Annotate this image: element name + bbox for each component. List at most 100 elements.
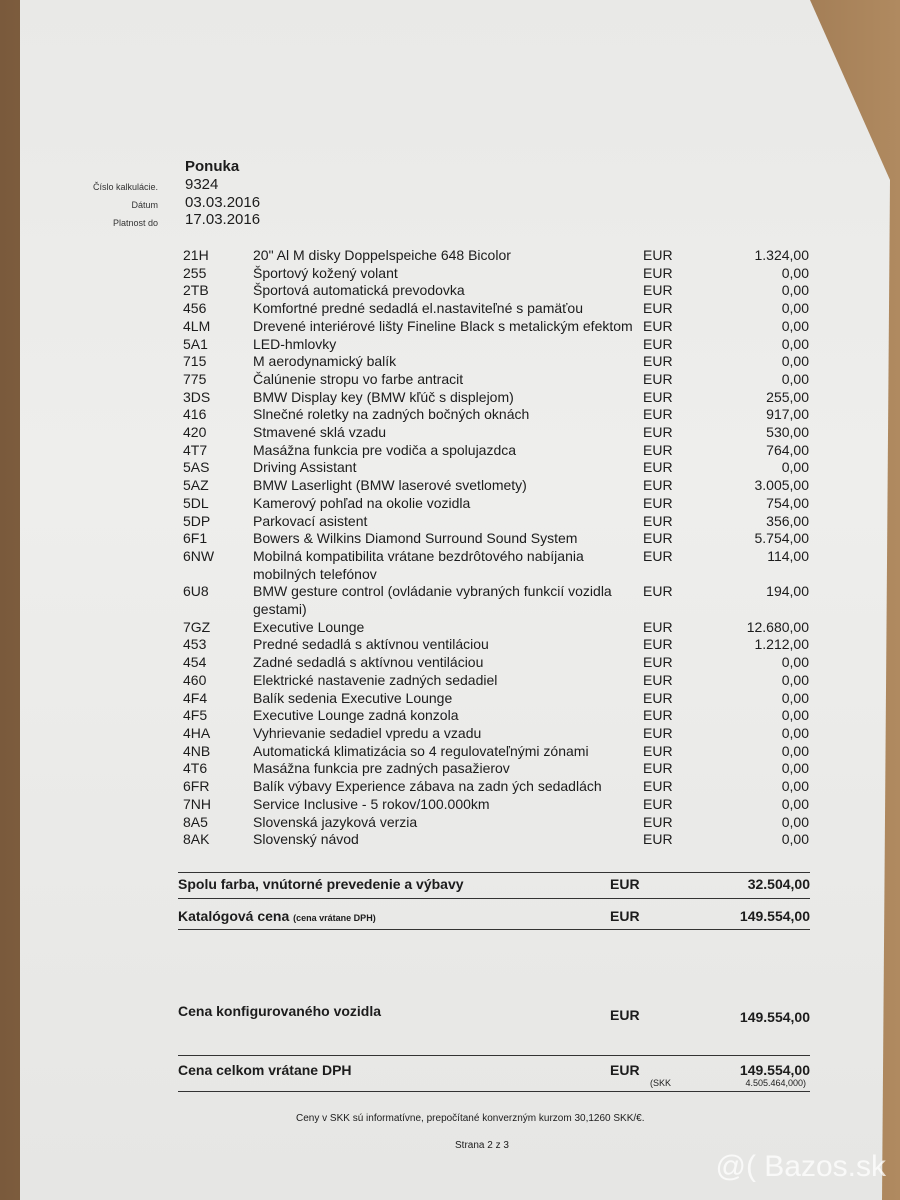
item-row: 4HA Vyhrievanie sedadiel vpredu a vzadu EU… (183, 725, 813, 743)
item-description: Čalúnenie stropu vo farbe antracit (253, 370, 464, 387)
item-description: Elektrické nastavenie zadných sedadiel (253, 671, 498, 688)
item-amount: 0,00 (781, 724, 809, 741)
item-row: 5DL Kamerový pohľad na okolie vozidla EUR 7… (183, 495, 813, 513)
item-row: 4T6 Masážna funkcia pre zadných pasažiero… (183, 760, 813, 778)
item-code: 4LM (183, 317, 211, 334)
item-description: Slnečné roletky na zadných bočných oknác… (253, 406, 530, 423)
items-list: 21H 20" Al M disky Doppelspeiche 648 Bico… (183, 247, 813, 849)
item-currency: EUR (643, 671, 673, 688)
item-amount: 0,00 (781, 370, 809, 387)
subtotal-currency: EUR (610, 876, 640, 892)
item-row: 453 Predné sedadlá s aktívnou ventiláciou… (183, 636, 813, 654)
item-code: 416 (183, 406, 207, 423)
item-row: 4NB Automatická klimatizácia so 4 regulov… (183, 743, 813, 761)
item-code: 21H (183, 247, 209, 263)
item-amount: 0,00 (781, 317, 809, 334)
item-currency: EUR (643, 778, 673, 795)
item-description: Mobilná kompatibilita vrátane bezdrôtové… (253, 547, 584, 582)
item-code: 4T6 (183, 760, 208, 777)
item-code: 6FR (183, 778, 210, 795)
item-description: Balík výbavy Experience zábava na zadn ý… (253, 778, 602, 795)
item-amount: 530,00 (766, 424, 809, 441)
item-description: BMW gesture control (ovládanie vybraných… (253, 583, 612, 618)
calc-number-label: Číslo kalkulácie. (92, 182, 158, 192)
item-amount: 5.754,00 (754, 530, 810, 547)
item-code: 453 (183, 636, 207, 653)
item-currency: EUR (643, 813, 673, 830)
conversion-note: Ceny v SKK sú informatívne, prepočítané … (296, 1113, 645, 1124)
item-currency: EUR (643, 459, 673, 476)
item-row: 6U8 BMW gesture control (ovládanie vybran… (183, 583, 813, 618)
item-code: 4NB (183, 742, 211, 759)
watermark-logo: @( Bazos.sk (715, 1150, 887, 1183)
item-row: 8AK Slovenský návod EUR 0,00 (183, 831, 813, 849)
calc-number-value: 9324 (185, 176, 219, 193)
item-row: 5A1 LED-hmlovky EUR 0,00 (183, 336, 813, 354)
item-code: 4F4 (183, 689, 208, 706)
item-amount: 114,00 (767, 547, 809, 564)
item-currency: EUR (643, 317, 673, 334)
item-description: Predné sedadlá s aktívnou ventiláciou (253, 636, 489, 653)
item-currency: EUR (643, 424, 673, 441)
item-currency: EUR (643, 547, 673, 564)
item-row: 715 M aerodynamický balík EUR 0,00 (183, 353, 813, 371)
item-currency: EUR (643, 795, 673, 812)
item-currency: EUR (643, 512, 673, 529)
item-row: 8A5 Slovenská jazyková verzia EUR 0,00 (183, 814, 813, 832)
item-code: 6U8 (183, 583, 209, 600)
item-row: 255 Športový kožený volant EUR 0,00 (183, 265, 813, 283)
item-code: 5AZ (183, 477, 209, 494)
item-description: Masážna funkcia pre vodiča a spolujazdca (253, 441, 517, 458)
item-description: Executive Lounge zadná konzola (253, 707, 459, 724)
item-description: 20" Al M disky Doppelspeiche 648 Bicolor (253, 247, 511, 263)
item-description: M aerodynamický balík (253, 353, 397, 370)
valid-until-label: Platnost do (112, 218, 158, 228)
item-code: 5DL (183, 494, 209, 511)
item-description: Balík sedenia Executive Lounge (253, 689, 453, 706)
item-row: 4T7 Masážna funkcia pre vodiča a spolujaz… (183, 442, 813, 460)
item-description: Zadné sedadlá s aktívnou ventiláciou (253, 654, 484, 671)
item-description: BMW Laserlight (BMW laserové svetlomety) (253, 477, 527, 494)
document-title: Ponuka (185, 158, 240, 175)
item-row: 416 Slnečné roletky na zadných bočných ok… (183, 406, 813, 424)
item-code: 7GZ (183, 618, 211, 635)
item-amount: 754,00 (766, 494, 809, 511)
configured-label: Cena konfigurovaného vozidla (178, 1003, 382, 1019)
item-amount: 0,00 (781, 689, 809, 706)
item-currency: EUR (643, 831, 673, 848)
item-description: Parkovací asistent (253, 512, 368, 529)
item-code: 4F5 (183, 707, 208, 724)
item-code: 454 (183, 654, 207, 671)
item-currency: EUR (643, 370, 673, 387)
grand-total-currency: EUR (610, 1062, 640, 1078)
divider (178, 1091, 810, 1092)
item-amount: 0,00 (781, 300, 809, 317)
item-description: Športový kožený volant (253, 264, 398, 281)
item-amount: 0,00 (781, 707, 809, 724)
item-amount: 0,00 (781, 831, 809, 848)
item-description: Masážna funkcia pre zadných pasažierov (253, 760, 510, 777)
item-row: 456 Komfortné predné sedadlá el.nastavite… (183, 300, 813, 318)
divider (178, 929, 810, 930)
item-amount: 0,00 (781, 742, 809, 759)
item-currency: EUR (643, 494, 673, 511)
item-currency: EUR (643, 282, 673, 299)
divider (178, 898, 810, 899)
configured-price-row: Cena konfigurovaného vozidla EUR 149.554… (178, 1003, 810, 1025)
item-amount: 3.005,00 (754, 477, 810, 494)
item-currency: EUR (643, 618, 673, 635)
grand-total-label: Cena celkom vrátane DPH (178, 1062, 352, 1078)
item-amount: 0,00 (781, 654, 809, 671)
item-currency: EUR (643, 264, 673, 281)
item-amount: 1.324,00 (754, 247, 810, 263)
item-row: 454 Zadné sedadlá s aktívnou ventiláciou E… (183, 654, 813, 672)
item-code: 4HA (183, 724, 211, 741)
item-code: 8A5 (183, 813, 208, 830)
item-row: 6F1 Bowers & Wilkins Diamond Surround Sou… (183, 530, 813, 548)
item-description: Drevené interiérové lišty Fineline Black… (253, 317, 633, 334)
item-amount: 0,00 (781, 760, 809, 777)
item-currency: EUR (643, 583, 673, 600)
item-description: Športová automatická prevodovka (253, 282, 465, 299)
item-amount: 255,00 (766, 388, 809, 405)
catalog-currency: EUR (610, 908, 640, 924)
